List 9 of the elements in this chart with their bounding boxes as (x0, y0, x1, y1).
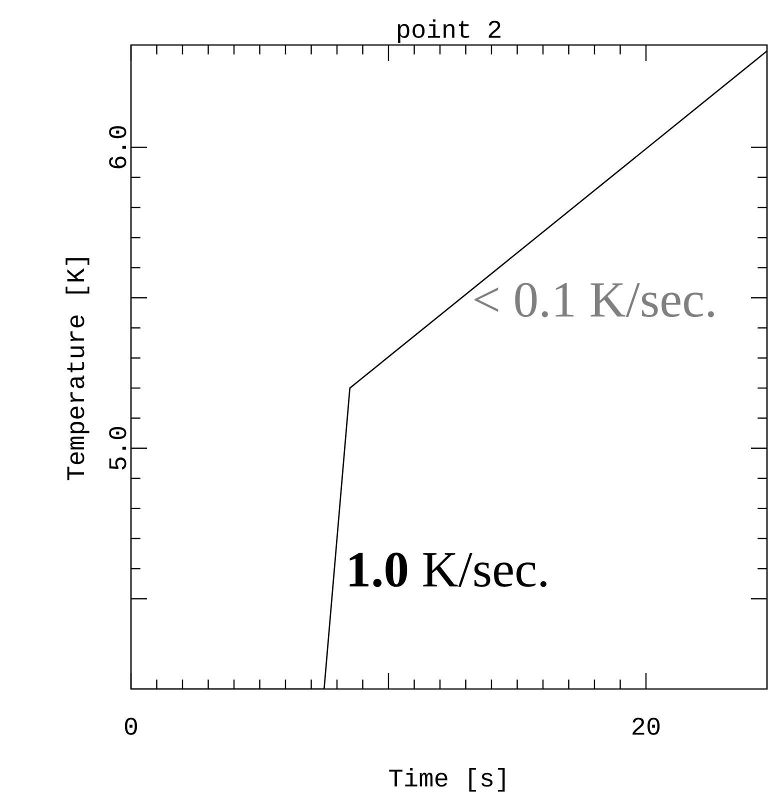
y-tick-label: 6.0 (109, 126, 126, 168)
chart-title: point 2 (398, 19, 500, 43)
x-tick-label: 0 (124, 718, 138, 735)
annotation: < 0.1 K/sec. (474, 282, 714, 318)
x-tick-label: 20 (632, 718, 660, 735)
y-tick-label: 5.0 (109, 427, 126, 470)
x-axis-title: Time [s] (389, 768, 505, 792)
y-axis-title: Temperature [K] (66, 258, 90, 480)
annotation: 1.0 K/sec. (350, 552, 546, 588)
